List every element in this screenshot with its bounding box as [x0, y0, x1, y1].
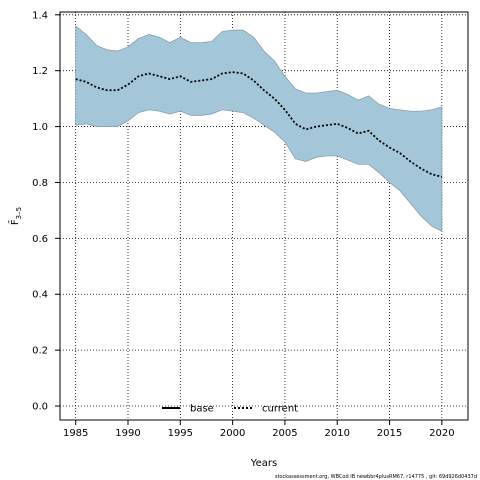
y-tick-label: 0.8 [32, 178, 48, 189]
legend: base current [162, 404, 298, 415]
y-tick-label: 1.4 [32, 10, 48, 21]
confidence-band [75, 25, 443, 232]
plot-frame [59, 11, 469, 421]
x-tick-label: 1985 [63, 428, 88, 439]
y-axis-title-subscript: 3–5 [15, 207, 23, 219]
series-line-current [75, 71, 443, 178]
y-tick-label: 0.2 [32, 346, 48, 357]
x-tick-label: 2005 [272, 428, 297, 439]
y-axis-title-main: F̄ [8, 219, 21, 225]
x-tick-label: 1990 [115, 428, 140, 439]
legend-label-current: current [262, 404, 298, 415]
confidence-band-layer [75, 25, 443, 232]
x-axis-title: Years [250, 458, 277, 469]
y-tick-label: 1.0 [32, 122, 48, 133]
y-tick-label: 0.4 [32, 290, 48, 301]
series-layer [75, 71, 443, 178]
y-tick-label: 1.2 [32, 66, 48, 77]
x-tick-label: 2010 [325, 428, 350, 439]
legend-label-base: base [190, 404, 214, 415]
axis-ticks: 1985 1990 1995 2000 2005 2010 2015 2020 0.0 0.2 0.… [32, 10, 454, 439]
x-tick-label: 2000 [220, 428, 245, 439]
y-axis-title: F̄3–5 [8, 207, 23, 225]
footer-caption: stockassessment.org, WBCod IB newbbr4plu… [275, 474, 477, 480]
x-tick-label: 2015 [377, 428, 402, 439]
y-tick-label: 0.6 [32, 234, 48, 245]
x-tick-label: 1995 [168, 428, 193, 439]
x-tick-label: 2020 [429, 428, 454, 439]
y-tick-label: 0.0 [32, 402, 48, 413]
